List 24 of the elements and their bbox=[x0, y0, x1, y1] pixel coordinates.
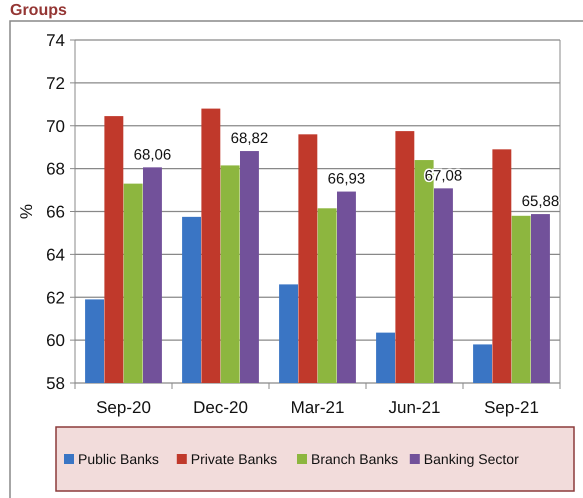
x-tick-label: Mar-21 bbox=[290, 398, 344, 417]
x-tick-label: Sep-21 bbox=[484, 398, 539, 417]
legend-label: Branch Banks bbox=[311, 451, 398, 467]
data-label: 65,88 bbox=[522, 193, 560, 210]
data-label: 68,82 bbox=[230, 130, 268, 148]
legend-label: Public Banks bbox=[78, 451, 159, 467]
legend-label: Private Banks bbox=[190, 451, 278, 467]
y-tick-label: 68 bbox=[46, 160, 65, 179]
x-tick-label: Jun-21 bbox=[388, 398, 440, 417]
data-label: 68,06 bbox=[134, 146, 172, 164]
y-tick-label: 62 bbox=[46, 288, 65, 308]
y-tick-label: 72 bbox=[46, 74, 65, 93]
y-tick-label: 66 bbox=[46, 202, 65, 222]
x-tick-label: Dec-20 bbox=[193, 398, 248, 417]
y-tick-label: 60 bbox=[46, 331, 65, 350]
y-tick-label: 70 bbox=[46, 116, 65, 136]
y-tick-label: 64 bbox=[46, 245, 65, 264]
y-tick-label: 58 bbox=[46, 374, 65, 393]
x-tick-label: Sep-20 bbox=[96, 398, 151, 417]
legend-label: Banking Sector bbox=[424, 451, 520, 467]
data-label: 66,93 bbox=[328, 170, 366, 188]
y-tick-label: 74 bbox=[46, 31, 65, 50]
y-axis-title: % bbox=[17, 204, 36, 220]
chart-title: Groups bbox=[10, 2, 67, 19]
